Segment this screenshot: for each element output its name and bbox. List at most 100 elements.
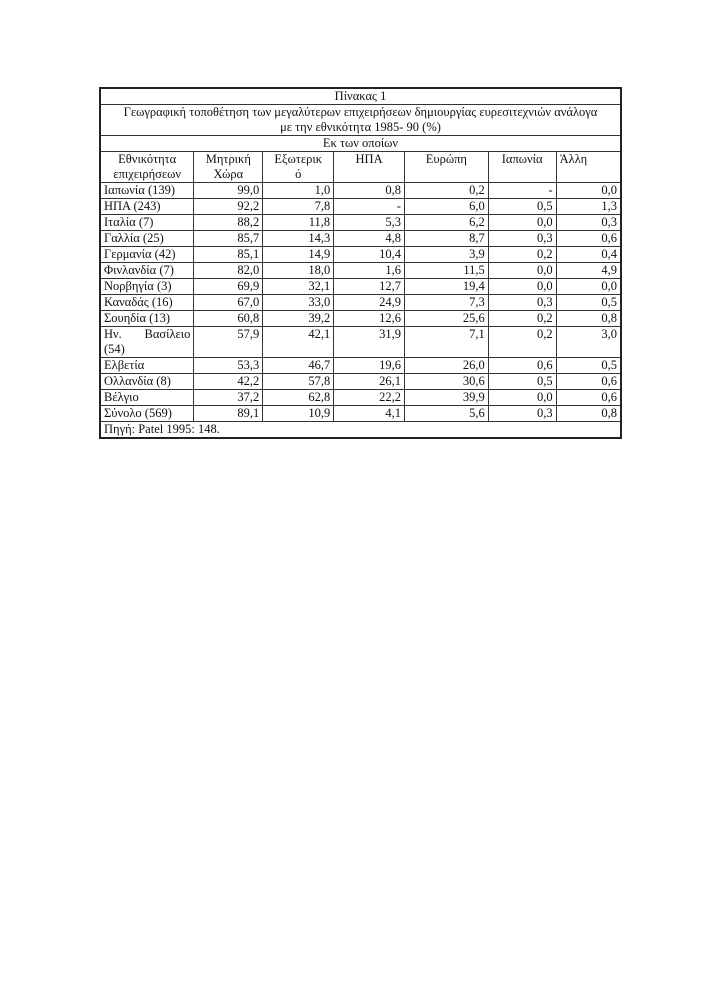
- cell-value: 39,9: [403, 389, 489, 406]
- cell-value: 26,0: [403, 357, 489, 374]
- column-header-line-1: Ευρώπη: [425, 152, 467, 166]
- cell-value: 0,2: [487, 246, 557, 263]
- row-label: Ην. Βασίλειο (54): [99, 326, 195, 358]
- cell-value: 19,4: [403, 278, 489, 295]
- cell-value: -: [333, 198, 405, 215]
- cell-value: 6,2: [403, 214, 489, 231]
- cell-value: 0,0: [487, 389, 557, 406]
- cell-value: 0,5: [487, 373, 557, 390]
- row-label: Ιταλία (7): [99, 214, 195, 231]
- cell-value: 19,6: [333, 357, 405, 374]
- row-label: Καναδάς (16): [99, 294, 195, 311]
- column-header-line-1: Ιαπωνία: [501, 152, 543, 166]
- cell-value: 4,9: [555, 262, 622, 279]
- cell-value: 1,3: [555, 198, 622, 215]
- row-label: Σύνολο (569): [99, 405, 195, 422]
- cell-value: 0,5: [555, 294, 622, 311]
- cell-value: 0,3: [487, 405, 557, 422]
- cell-value: 14,9: [262, 246, 335, 263]
- subtitle-line-2: με την εθνικότητα 1985- 90 (%): [280, 120, 441, 134]
- subtitle-line-1: Γεωγραφική τοποθέτηση των μεγαλύτερων επ…: [123, 105, 598, 119]
- table-row: ΗΠΑ (243) 92,2 7,8-6,0 0,5 1,3: [99, 198, 622, 215]
- cell-value: 62,8: [262, 389, 335, 406]
- cell-value: 8,7: [403, 230, 489, 247]
- table-row: Ιαπωνία (139) 99,0 1,0 0,8 0,2-0,0: [99, 182, 622, 199]
- cell-value: 0,8: [555, 405, 622, 422]
- cell-value: -: [487, 182, 557, 199]
- source-note: Πηγή: Patel 1995: 148.: [99, 421, 622, 439]
- column-header: Εξωτερικ ό: [262, 151, 335, 183]
- cell-value: 0,5: [555, 357, 622, 374]
- row-label: Φινλανδία (7): [99, 262, 195, 279]
- cell-value: 3,9: [403, 246, 489, 263]
- cell-value: 30,6: [403, 373, 489, 390]
- cell-value: 88,2: [193, 214, 264, 231]
- cell-value: 85,1: [193, 246, 264, 263]
- cell-value: 33,0: [262, 294, 335, 311]
- cell-value: 0,2: [487, 310, 557, 327]
- table-row: Γαλλία (25) 85,7 14,3 4,8 8,7 0,3 0,6: [99, 230, 622, 247]
- row-label: Βέλγιο: [99, 389, 195, 406]
- cell-value: 0,0: [487, 278, 557, 295]
- cell-value: 1,6: [333, 262, 405, 279]
- column-header-line-2: Χώρα: [213, 167, 244, 181]
- column-header-line-1: Μητρική: [205, 152, 251, 166]
- column-header: Μητρική Χώρα: [193, 151, 264, 183]
- cell-value: 10,4: [333, 246, 405, 263]
- row-label: Νορβηγία (3): [99, 278, 195, 295]
- cell-value: 0,6: [555, 230, 622, 247]
- column-header-line-1: Εθνικότητα: [118, 152, 177, 166]
- cell-value: 7,1: [403, 326, 489, 358]
- cell-value: 67,0: [193, 294, 264, 311]
- cell-value: 1,0: [262, 182, 335, 199]
- cell-value: 24,9: [333, 294, 405, 311]
- cell-value: 46,7: [262, 357, 335, 374]
- cell-value: 0,6: [487, 357, 557, 374]
- cell-value: 11,8: [262, 214, 335, 231]
- table-row: Σουηδία (13) 60,8 39,2 12,6 25,6 0,2 0,8: [99, 310, 622, 327]
- cell-value: 39,2: [262, 310, 335, 327]
- cell-value: 69,9: [193, 278, 264, 295]
- column-header: Ιαπωνία: [487, 151, 557, 183]
- cell-value: 0,8: [333, 182, 405, 199]
- column-header-line-2: επιχειρήσεων: [113, 167, 182, 181]
- cell-value: 3,0: [555, 326, 622, 358]
- table-title: Πίνακας 1: [99, 87, 622, 105]
- cell-value: 7,8: [262, 198, 335, 215]
- cell-value: 0,0: [555, 278, 622, 295]
- cell-value: 14,3: [262, 230, 335, 247]
- cell-value: 0,2: [487, 326, 557, 358]
- cell-value: 0,5: [487, 198, 557, 215]
- table-row: Νορβηγία (3) 69,9 32,1 12,7 19,4 0,0 0,0: [99, 278, 622, 295]
- row-label: Ιαπωνία (139): [99, 182, 195, 199]
- row-label: Ολλανδία (8): [99, 373, 195, 390]
- cell-value: 57,8: [262, 373, 335, 390]
- cell-value: 4,8: [333, 230, 405, 247]
- row-label: ΗΠΑ (243): [99, 198, 195, 215]
- cell-value: 89,1: [193, 405, 264, 422]
- column-header-line-2: ό: [295, 167, 302, 181]
- cell-value: 42,2: [193, 373, 264, 390]
- column-header: Εθνικότητα επιχειρήσεων: [99, 151, 195, 183]
- cell-value: 0,3: [487, 230, 557, 247]
- cell-value: 0,6: [555, 389, 622, 406]
- row-label: Γερμανία (42): [99, 246, 195, 263]
- cell-value: 5,3: [333, 214, 405, 231]
- cell-value: 5,6: [403, 405, 489, 422]
- column-header: Άλλη: [555, 151, 622, 183]
- column-header-line-1: Άλλη: [559, 152, 588, 166]
- cell-value: 7,3: [403, 294, 489, 311]
- group-header: Εκ των οποίων: [99, 135, 622, 152]
- data-table: Πίνακας 1 Γεωγραφική τοποθέτηση των μεγα…: [99, 87, 622, 439]
- cell-value: 85,7: [193, 230, 264, 247]
- cell-value: 31,9: [333, 326, 405, 358]
- cell-value: 26,1: [333, 373, 405, 390]
- cell-value: 11,5: [403, 262, 489, 279]
- cell-value: 82,0: [193, 262, 264, 279]
- cell-value: 4,1: [333, 405, 405, 422]
- table-row: Σύνολο (569) 89,1 10,9 4,1 5,6 0,3 0,8: [99, 405, 622, 422]
- column-header: Ευρώπη: [403, 151, 489, 183]
- table-subtitle: Γεωγραφική τοποθέτηση των μεγαλύτερων επ…: [99, 104, 622, 136]
- row-label: Σουηδία (13): [99, 310, 195, 327]
- cell-value: 0,3: [555, 214, 622, 231]
